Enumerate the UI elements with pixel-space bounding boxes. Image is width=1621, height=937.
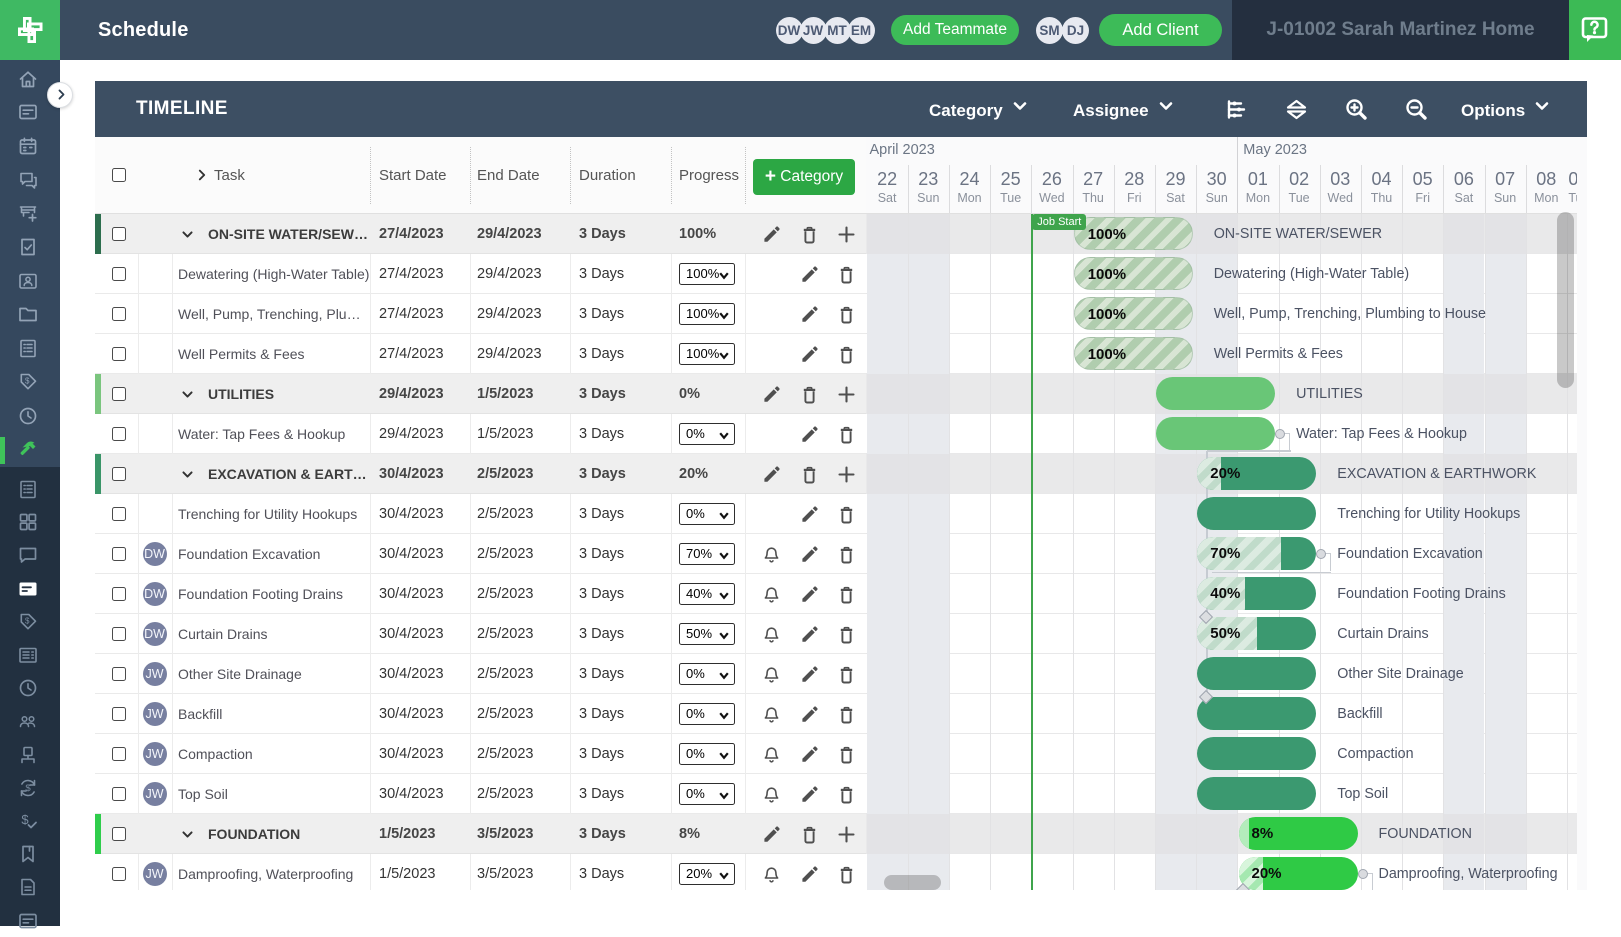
svg-text:$: $: [25, 783, 31, 794]
svg-text:$: $: [25, 616, 30, 625]
svg-text:$: $: [25, 376, 30, 385]
svg-text:$: $: [21, 812, 29, 827]
